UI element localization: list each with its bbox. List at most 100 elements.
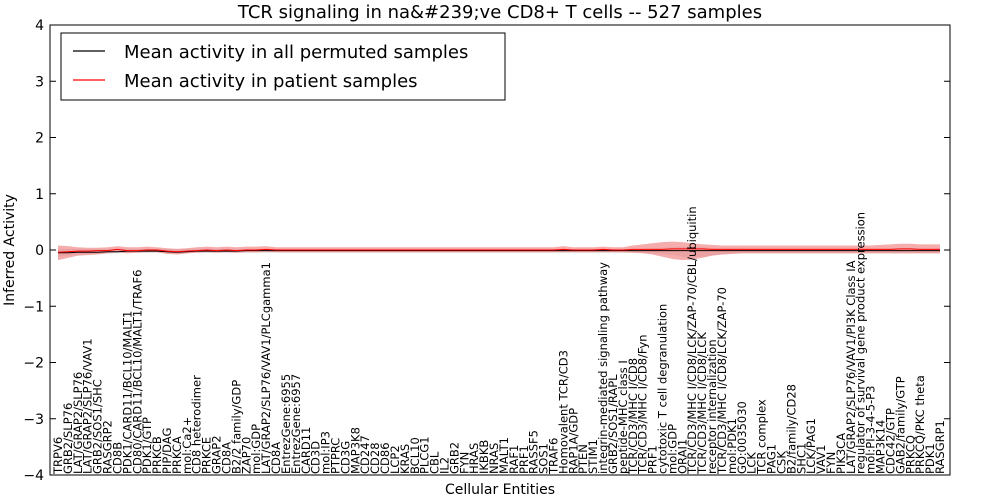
x-tick-label: PIK3CA	[834, 433, 848, 474]
x-tick-label: FYN	[457, 452, 471, 474]
x-tick-label: GO:0035030	[735, 401, 749, 474]
x-tick-label: PTPRC	[329, 438, 343, 474]
x-tick-label: LCK	[745, 452, 759, 474]
x-tick-label: PIP/DAG	[160, 428, 174, 474]
x-tick-label: PAG1	[765, 444, 779, 474]
x-tick-label: MAP3K8	[348, 427, 362, 474]
x-tick-label: PRKCQ/PKC theta	[913, 375, 927, 474]
x-axis-tick-labels: TRPV6GRB2/SLP76LAT/GRAP2/SLP76LAT/GRAP2/…	[51, 206, 947, 475]
x-tick-label: RAP1A/GDP	[566, 408, 580, 474]
x-tick-label: GRAP2	[210, 435, 224, 474]
x-tick-label: LAT/GRAP2/SLP76	[71, 372, 85, 474]
x-tick-label: peptide-MHC class I	[616, 360, 630, 474]
legend: Mean activity in all permuted samples Me…	[60, 32, 506, 101]
x-tick-label: CBL	[428, 451, 442, 474]
x-tick-label: GAB2/family/GTP	[893, 376, 907, 474]
x-tick-label: integrin-mediated signaling pathway	[596, 262, 610, 474]
x-tick-label: MALT1	[497, 437, 511, 474]
x-tick-label: PRKCE	[200, 437, 214, 474]
x-tick-label: receptor internalization	[705, 339, 719, 474]
y-tick-label: 2	[35, 131, 44, 147]
x-tick-label: CD8A	[269, 442, 283, 474]
y-tick-label: −4	[23, 468, 44, 484]
x-tick-label: mol:PI-3-4-5-P3	[864, 386, 878, 474]
legend-label-patient: Mean activity in patient samples	[124, 71, 418, 92]
x-tick-label: TCR/CD3/MHC I/CD8	[626, 358, 640, 475]
x-tick-label: TCR complex	[755, 399, 769, 475]
x-tick-label: GRB2/SLP76	[61, 403, 75, 474]
x-tick-label: PDK1/CARD11/BCL10/MALT1	[120, 311, 134, 474]
x-tick-label: RASGRP2	[101, 420, 115, 474]
y-tick-label: 4	[35, 18, 44, 34]
x-tick-label: mol:IP3	[319, 431, 333, 474]
chart-title: TCR signaling in na&#239;ve CD8+ T cells…	[237, 2, 762, 23]
x-tick-label: PRF1	[517, 445, 531, 474]
x-axis-label: Cellular Entities	[445, 482, 555, 498]
x-tick-label: regulator of survival gene product expre…	[854, 212, 868, 474]
x-tick-label: LAT/GRAP2/SLP76/VAV1/PLCgamma1	[259, 262, 273, 474]
x-tick-label: cytotoxic T cell degranulation	[656, 304, 670, 474]
x-tick-label: mol:Ca2+	[180, 417, 194, 474]
x-tick-label: ZAP70	[239, 437, 253, 474]
patient-series-line	[57, 248, 940, 253]
x-tick-label: TCR/CD3/MHC I/CD8/LCK/ZAP-70/CBL/ubiquit…	[685, 206, 699, 475]
x-tick-label: LAT/GRAP2/SLP76/VAV1/PI3K Class IA	[844, 260, 858, 474]
x-tick-label: SHC1	[794, 443, 808, 474]
x-tick-label: CD8B	[111, 442, 125, 474]
x-tick-label: GRB2	[447, 442, 461, 474]
x-tick-label: PLCG1	[418, 436, 432, 474]
y-axis-label: Inferred Activity	[2, 194, 18, 306]
x-tick-label: TCR/CD3/MHC I/CD8/LCK/ZAP-70	[715, 287, 729, 475]
x-tick-label: B2/2 family/GDP	[229, 380, 243, 474]
x-tick-label: NRAS	[487, 443, 501, 474]
x-tick-label: CD247	[358, 435, 372, 474]
x-tick-label: CD3D	[309, 441, 323, 474]
x-tick-label: Homovalent TCR/CD3	[556, 350, 570, 474]
x-tick-label: LCP2	[388, 445, 402, 474]
legend-box	[60, 32, 506, 101]
x-tick-label: PDK1	[923, 443, 937, 474]
y-tick-label: 0	[35, 243, 44, 259]
x-tick-label: TRPV6	[51, 437, 65, 475]
x-tick-label: CD8 heterodimer	[190, 375, 204, 474]
legend-label-permuted: Mean activity in all permuted samples	[124, 42, 468, 63]
x-tick-label: LAT/GRAP2/SLP76/VAV1	[81, 338, 95, 474]
x-tick-label: TCR/CD3/MHC I/CD8/Fyn	[636, 334, 650, 475]
x-tick-label: SOS1	[537, 443, 551, 474]
x-tick-label: EntrezGene:6955	[279, 374, 293, 474]
x-tick-label: PTEN	[576, 444, 590, 474]
y-tick-label: −2	[23, 356, 44, 372]
x-tick-label: IKBKB	[477, 440, 491, 474]
x-tick-label: ORAI1	[675, 439, 689, 474]
x-tick-label: PRKCB	[150, 436, 164, 474]
x-tick-label: PRF1	[646, 445, 660, 474]
permuted-series-line	[58, 250, 940, 254]
y-tick-label: −1	[23, 299, 44, 315]
x-tick-label: EntrezGene:6957	[289, 374, 303, 474]
x-tick-label: TCR/CD3/MHC I/CD8/LCK	[695, 332, 709, 475]
x-tick-label: PDK1/GTP	[140, 417, 154, 474]
x-tick-label: FYN	[824, 452, 838, 474]
x-tick-label: PRKCQ	[903, 435, 917, 474]
x-tick-label: MAP3K14	[874, 420, 888, 474]
x-tick-label: TRAF6	[547, 438, 561, 475]
x-tick-label: CD28	[368, 442, 382, 474]
y-tick-label: −3	[23, 412, 44, 428]
x-tick-label: GRB2/SOS1/RAPL	[606, 374, 620, 474]
x-tick-label: RASGRP1	[933, 420, 947, 474]
x-tick-label: BCL10	[408, 437, 422, 474]
x-tick-label: PRKCA	[170, 436, 184, 474]
x-tick-label: CD8A	[220, 442, 234, 474]
x-tick-label: mol:GDP	[249, 424, 263, 474]
x-tick-label: KRAS	[398, 444, 412, 474]
x-tick-label: IL2	[438, 457, 452, 474]
x-tick-label: CD3G	[338, 441, 352, 474]
x-tick-label: VAV1	[814, 445, 828, 474]
y-axis-ticks: 4 3 2 1 0 −1 −2 −3 −4	[23, 18, 950, 484]
x-tick-label: mol:PDK1	[725, 418, 739, 474]
y-tick-label: 1	[35, 187, 44, 203]
x-tick-label: CDC42/GTP	[883, 408, 897, 474]
y-tick-label: 3	[35, 74, 44, 90]
x-tick-label: CARD11	[299, 427, 313, 474]
